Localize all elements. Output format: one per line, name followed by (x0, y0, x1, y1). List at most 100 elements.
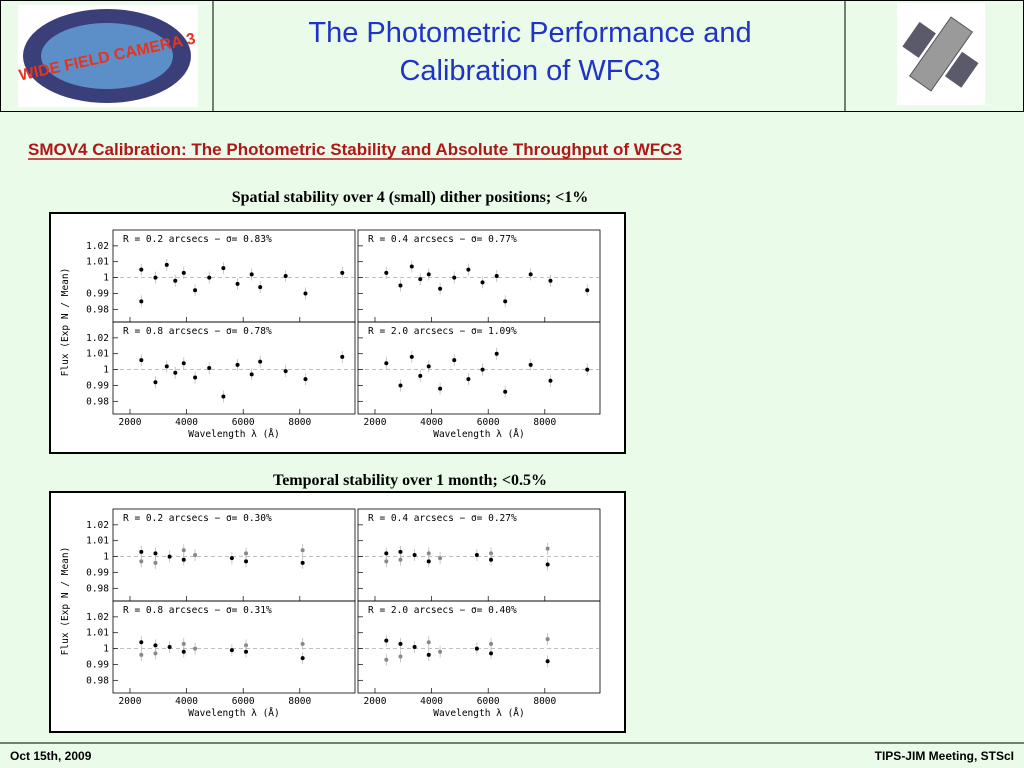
data-point (426, 364, 431, 369)
data-point (412, 553, 417, 557)
data-point (244, 559, 249, 564)
data-point (384, 551, 389, 556)
x-axis-label: Wavelength λ (Å) (188, 428, 280, 440)
x-tick-label: 6000 (477, 417, 500, 428)
data-point (548, 278, 553, 283)
y-tick-label: 0.99 (86, 659, 109, 670)
data-point (398, 283, 403, 288)
data-point (153, 380, 158, 385)
data-point (545, 659, 550, 664)
telescope-icon (902, 16, 979, 92)
data-point (181, 361, 186, 366)
data-point (207, 275, 212, 280)
panel-frame (357, 600, 601, 694)
data-point (300, 560, 305, 565)
logo-inner (41, 23, 173, 89)
x-tick-label: 8000 (288, 417, 311, 428)
data-point (300, 641, 305, 646)
x-axis-label: Wavelength λ (Å) (188, 707, 280, 719)
data-point (452, 358, 457, 363)
data-point (258, 359, 263, 364)
figure-frame (49, 491, 626, 733)
data-point (384, 657, 389, 662)
data-point (489, 641, 494, 646)
x-tick-label: 8000 (533, 417, 556, 428)
x-tick-label: 6000 (477, 696, 500, 707)
data-point (283, 369, 288, 374)
data-point (384, 361, 389, 366)
y-tick-label: 0.99 (86, 567, 109, 578)
data-point (480, 367, 485, 372)
data-point (303, 377, 308, 382)
data-point (244, 649, 249, 654)
data-point (503, 299, 508, 304)
data-point (173, 370, 178, 375)
data-point (545, 562, 550, 567)
figure-caption: Temporal stability over 1 month; <0.5% (273, 472, 547, 489)
x-axis-label: Wavelength λ (Å) (433, 428, 525, 440)
data-point (193, 646, 198, 651)
data-point (139, 652, 144, 657)
data-point (235, 281, 240, 286)
data-point (249, 372, 254, 377)
x-tick-label: 2000 (364, 696, 387, 707)
data-point (164, 262, 169, 267)
x-tick-label: 4000 (420, 696, 443, 707)
data-point (426, 551, 431, 556)
data-point (426, 640, 431, 645)
data-point (139, 358, 144, 363)
data-point (452, 275, 457, 280)
data-point (340, 270, 345, 275)
x-tick-label: 2000 (119, 417, 142, 428)
footer-left: Oct 15th, 2009 (10, 749, 92, 763)
data-point (426, 272, 431, 277)
data-point (181, 649, 186, 654)
data-point (193, 553, 198, 557)
data-point (164, 364, 169, 369)
data-point (426, 559, 431, 564)
data-point (438, 386, 443, 391)
x-tick-label: 4000 (420, 417, 443, 428)
panel-label: R = 0.2 arcsecs − σ= 0.30% (123, 513, 272, 524)
y-tick-label: 1.01 (86, 257, 109, 268)
x-tick-label: 4000 (175, 696, 198, 707)
data-point (438, 556, 443, 561)
data-point (489, 651, 494, 656)
data-point (193, 288, 198, 293)
y-tick-label: 1.02 (86, 520, 109, 531)
data-point (398, 654, 403, 659)
data-point (244, 551, 249, 556)
data-point (585, 288, 590, 293)
data-point (489, 551, 494, 556)
data-point (139, 559, 144, 564)
x-tick-label: 8000 (533, 696, 556, 707)
data-point (244, 643, 249, 648)
y-tick-label: 1 (103, 273, 109, 284)
data-point (409, 354, 414, 359)
data-point (384, 270, 389, 275)
data-point (300, 548, 305, 553)
data-point (181, 557, 186, 562)
data-point (474, 553, 479, 557)
data-point (167, 554, 172, 559)
panel-label: R = 0.2 arcsecs − σ= 0.83% (123, 234, 272, 245)
y-tick-label: 0.98 (86, 583, 109, 594)
x-tick-label: 2000 (364, 417, 387, 428)
title: The Photometric Performance and (308, 17, 751, 49)
data-point (418, 373, 423, 378)
data-point (207, 366, 212, 370)
data-point (229, 648, 234, 653)
data-point (153, 551, 158, 556)
data-point (398, 549, 403, 554)
data-point (221, 266, 226, 271)
section-title: SMOV4 Calibration: The Photometric Stabi… (28, 140, 682, 159)
data-point (438, 286, 443, 291)
data-point (173, 278, 178, 283)
data-point (528, 272, 533, 277)
data-point (221, 394, 226, 399)
y-tick-label: 1 (103, 644, 109, 655)
y-axis-label: Flux (Exp N / Mean) (60, 268, 71, 377)
data-point (229, 556, 234, 561)
y-tick-label: 0.99 (86, 288, 109, 299)
